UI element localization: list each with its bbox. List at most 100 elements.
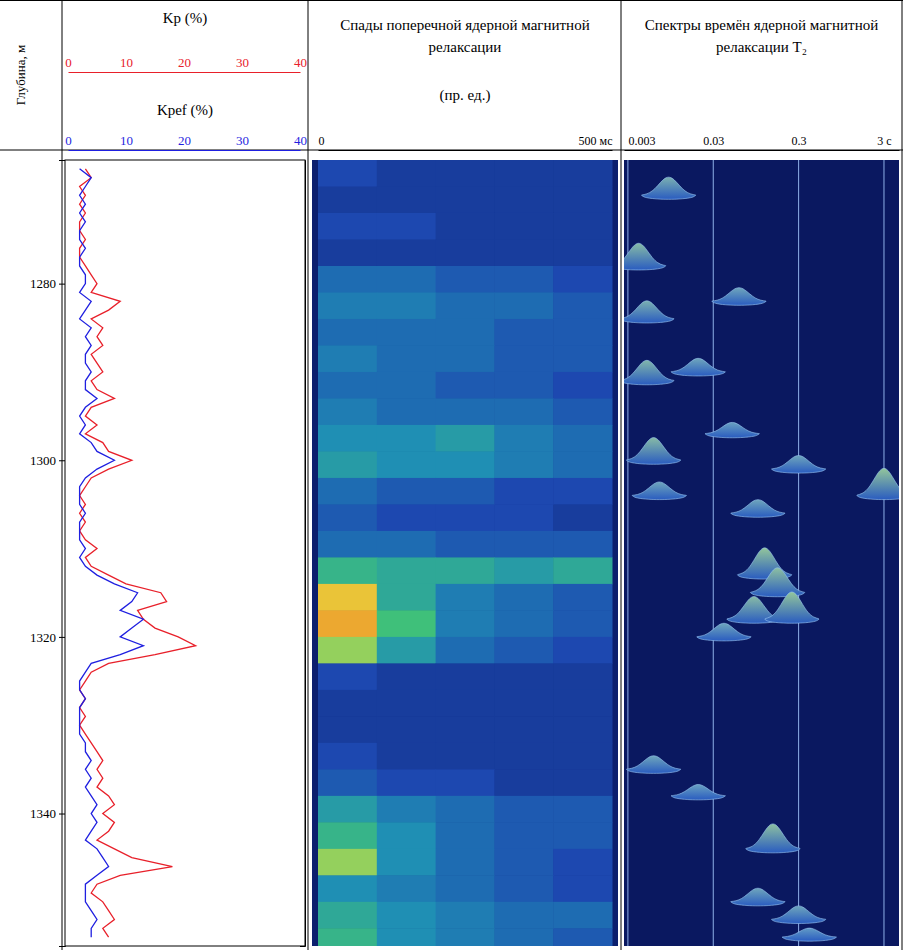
cell — [318, 637, 377, 664]
cell — [318, 213, 377, 240]
cell — [553, 213, 612, 240]
cell — [318, 822, 377, 849]
cell — [377, 716, 436, 743]
x-axis-decay: 0 500 мс — [319, 134, 613, 151]
cell — [377, 186, 436, 213]
curve — [80, 169, 196, 937]
x-axis-1-tick: 0 — [65, 133, 72, 150]
title-line: релаксации T₂ — [716, 39, 807, 55]
cell — [494, 319, 553, 346]
cell — [436, 504, 495, 531]
cell — [436, 319, 495, 346]
cell — [318, 584, 377, 611]
cell — [318, 372, 377, 399]
cell — [494, 796, 553, 823]
cell — [377, 266, 436, 293]
cell — [377, 345, 436, 372]
cell — [436, 928, 495, 946]
spectrum-peak — [771, 906, 825, 924]
cell — [318, 716, 377, 743]
spectrum-peak — [712, 288, 766, 306]
cell — [377, 743, 436, 770]
grid-line — [713, 160, 714, 946]
spectrum-peak — [624, 243, 666, 270]
x-axis-decay-tick: 0 — [319, 134, 325, 150]
cell — [494, 822, 553, 849]
cell — [553, 186, 612, 213]
separator — [308, 0, 309, 950]
cell — [553, 345, 612, 372]
x-axis-t2-tick-label: 0.3 — [792, 134, 807, 148]
cell — [318, 478, 377, 505]
cell — [377, 531, 436, 558]
plot-background — [624, 160, 899, 946]
depth-axis-tick-label: 1300 — [30, 453, 56, 468]
spectrum-peak — [746, 824, 800, 853]
cell — [436, 822, 495, 849]
cell — [553, 822, 612, 849]
spectrum-peak — [624, 301, 674, 323]
x-axis-t2-line — [625, 150, 900, 151]
title-line: Спектры времён ядерной магнитной — [645, 17, 878, 33]
cell — [553, 663, 612, 690]
x-axis-0-tick: 10 — [120, 55, 133, 72]
cell — [553, 372, 612, 399]
cell — [436, 557, 495, 584]
cell — [553, 478, 612, 505]
spectrum-peak — [771, 455, 825, 473]
cell — [436, 743, 495, 770]
cell — [436, 584, 495, 611]
cell — [553, 239, 612, 266]
cell — [436, 239, 495, 266]
x-axis-t2-tick: 0.3 — [792, 134, 807, 150]
cell — [318, 425, 377, 452]
cell — [318, 928, 377, 946]
cell — [436, 663, 495, 690]
separator — [62, 0, 63, 950]
x-axis-t2-tick-label: 0.003 — [628, 134, 655, 148]
header-rule — [0, 150, 903, 151]
cell — [494, 849, 553, 876]
spectrum-peak — [624, 360, 674, 384]
cell — [318, 345, 377, 372]
spectrum-peak — [632, 482, 686, 500]
cell — [436, 292, 495, 319]
x-axis-1-tick: 30 — [236, 133, 249, 150]
cell — [377, 239, 436, 266]
cell — [494, 239, 553, 266]
grid-line — [883, 160, 884, 946]
cell — [436, 716, 495, 743]
cell — [436, 160, 495, 187]
depth-axis-tick: 1320 — [30, 630, 65, 645]
spectrum-peak — [731, 888, 785, 906]
cell — [494, 716, 553, 743]
spectrum-peak — [671, 785, 725, 800]
x-axis-1-line — [69, 150, 301, 151]
cell — [494, 584, 553, 611]
cell — [318, 160, 377, 187]
cell — [318, 902, 377, 929]
x-axis-1: 010203040 — [65, 133, 307, 151]
cell — [318, 451, 377, 478]
cell — [494, 451, 553, 478]
depth-axis-tick: 1280 — [30, 276, 65, 291]
cell — [553, 610, 612, 637]
plot-area — [80, 169, 196, 937]
x-axis-decay-tick-label: 0 — [319, 134, 325, 148]
cell — [436, 266, 495, 293]
spectrum-peak — [731, 500, 785, 518]
cell — [377, 451, 436, 478]
x-axis-1-tick: 20 — [178, 133, 191, 150]
cell — [436, 769, 495, 796]
spectrum-peak — [857, 468, 899, 499]
depth-axis-tick-label: 1340 — [30, 806, 56, 821]
cell — [553, 637, 612, 664]
cell — [553, 504, 612, 531]
cell — [377, 902, 436, 929]
cell — [436, 425, 495, 452]
cell — [436, 610, 495, 637]
x-axis-0-tick: 20 — [178, 55, 191, 72]
x-axis-decay-tick-label: 500 мс — [579, 134, 613, 148]
cell — [553, 928, 612, 946]
cell — [436, 451, 495, 478]
